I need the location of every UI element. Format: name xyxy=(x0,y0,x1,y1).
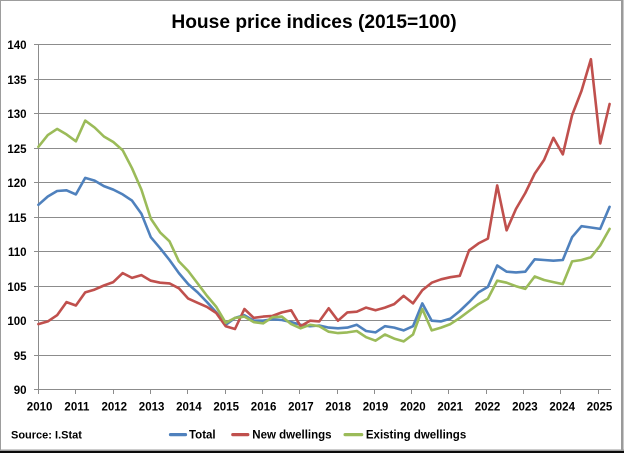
svg-text:120: 120 xyxy=(7,178,26,190)
svg-text:135: 135 xyxy=(7,75,27,87)
svg-text:140: 140 xyxy=(7,40,26,52)
svg-text:2018: 2018 xyxy=(325,401,351,413)
svg-text:House price indices (2015=100): House price indices (2015=100) xyxy=(171,12,456,33)
svg-text:2023: 2023 xyxy=(512,401,538,413)
svg-text:2020: 2020 xyxy=(400,401,426,413)
svg-text:2012: 2012 xyxy=(102,401,128,413)
svg-text:Existing dwellings: Existing dwellings xyxy=(366,430,466,442)
svg-text:125: 125 xyxy=(7,144,27,156)
svg-text:2019: 2019 xyxy=(363,401,389,413)
svg-text:Source: I.Stat: Source: I.Stat xyxy=(11,430,82,442)
svg-text:100: 100 xyxy=(7,316,26,328)
svg-text:95: 95 xyxy=(14,351,27,363)
svg-text:115: 115 xyxy=(8,213,27,225)
svg-text:2010: 2010 xyxy=(27,401,53,413)
svg-text:90: 90 xyxy=(14,385,27,397)
svg-text:2021: 2021 xyxy=(437,401,463,413)
svg-text:2024: 2024 xyxy=(549,401,575,413)
svg-text:2014: 2014 xyxy=(176,401,202,413)
svg-text:New dwellings: New dwellings xyxy=(252,430,331,442)
svg-text:105: 105 xyxy=(7,282,27,294)
svg-text:2022: 2022 xyxy=(475,401,501,413)
svg-text:110: 110 xyxy=(8,247,27,259)
svg-text:2011: 2011 xyxy=(64,401,90,413)
svg-text:2025: 2025 xyxy=(587,401,613,413)
svg-text:2017: 2017 xyxy=(288,401,314,413)
svg-text:2016: 2016 xyxy=(251,401,277,413)
svg-text:2015: 2015 xyxy=(213,401,239,413)
svg-text:2013: 2013 xyxy=(139,401,165,413)
svg-text:Total: Total xyxy=(189,430,216,442)
svg-text:130: 130 xyxy=(7,109,26,121)
